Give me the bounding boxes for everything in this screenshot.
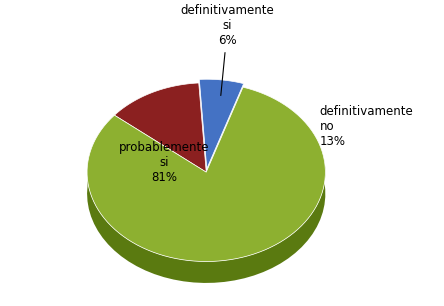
Text: probablemente
si
81%: probablemente si 81%: [119, 141, 210, 184]
Text: definitivamente
si
6%: definitivamente si 6%: [181, 4, 274, 95]
Polygon shape: [87, 160, 325, 283]
Polygon shape: [87, 87, 325, 262]
Polygon shape: [115, 83, 206, 172]
Text: definitivamente
no
13%: definitivamente no 13%: [319, 105, 413, 148]
Polygon shape: [199, 79, 244, 169]
